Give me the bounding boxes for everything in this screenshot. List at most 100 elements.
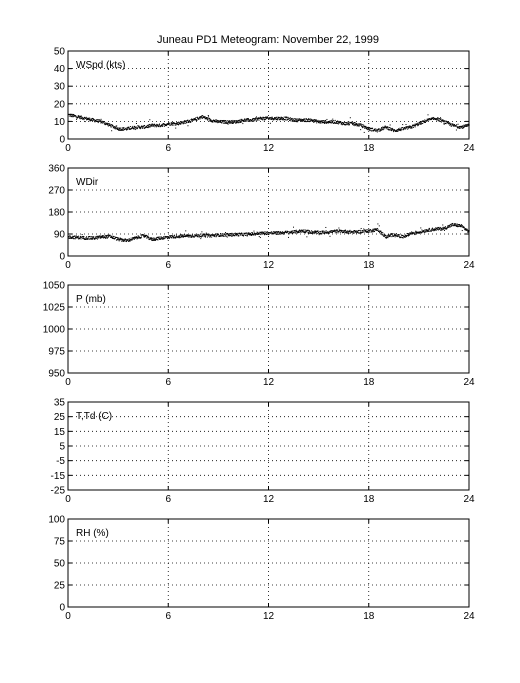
data-point <box>383 128 385 130</box>
data-point <box>186 235 188 237</box>
data-point <box>280 233 282 235</box>
data-point <box>327 232 329 234</box>
data-point <box>81 117 83 119</box>
data-point <box>311 232 313 234</box>
data-point <box>232 235 234 237</box>
data-point <box>122 239 124 241</box>
panel-label: RH (%) <box>76 528 109 539</box>
data-point <box>445 227 447 229</box>
data-point <box>178 121 180 123</box>
data-point <box>259 233 261 235</box>
data-point <box>457 123 459 125</box>
data-point <box>176 122 178 124</box>
data-point <box>170 235 172 237</box>
data-point <box>425 119 427 121</box>
data-point <box>135 122 137 124</box>
data-point <box>152 239 154 241</box>
data-point <box>242 234 244 236</box>
data-point <box>418 122 420 124</box>
data-point <box>423 120 425 122</box>
data-point <box>266 233 268 235</box>
data-point <box>321 122 323 124</box>
data-point <box>335 121 337 123</box>
data-point <box>440 117 442 119</box>
data-point <box>129 238 131 240</box>
data-point <box>467 125 469 127</box>
data-point <box>225 122 227 124</box>
data-point <box>409 125 411 127</box>
data-point <box>146 125 148 127</box>
data-point <box>290 232 292 234</box>
data-point <box>465 124 467 126</box>
data-point <box>369 129 371 131</box>
data-point <box>252 234 254 236</box>
data-point <box>409 232 411 234</box>
data-point <box>83 119 85 121</box>
data-point <box>341 123 343 125</box>
data-point <box>407 128 409 130</box>
data-point <box>379 128 381 130</box>
data-point <box>366 231 368 233</box>
data-point <box>68 235 70 237</box>
data-point <box>222 235 224 237</box>
data-point <box>401 127 403 129</box>
data-point <box>254 118 256 120</box>
data-point <box>166 236 168 238</box>
data-point <box>351 121 353 123</box>
data-point <box>425 229 426 231</box>
data-point <box>303 229 305 231</box>
data-point <box>430 230 432 232</box>
data-point <box>310 232 312 234</box>
data-point <box>405 124 407 126</box>
data-point <box>278 117 280 119</box>
data-point <box>190 121 192 123</box>
data-point <box>145 235 147 237</box>
data-point <box>120 129 122 131</box>
data-point <box>151 125 153 127</box>
data-point <box>467 230 469 232</box>
data-point <box>117 238 119 240</box>
data-point <box>331 232 333 234</box>
data-point <box>125 240 127 242</box>
data-point <box>126 129 128 131</box>
data-point <box>121 239 123 241</box>
data-point <box>341 230 343 232</box>
data-point <box>411 127 413 129</box>
data-point <box>227 233 229 235</box>
data-point <box>104 124 106 126</box>
data-point <box>451 123 453 125</box>
data-point <box>96 238 98 240</box>
data-point <box>76 236 78 238</box>
data-point <box>206 234 208 236</box>
data-point <box>321 120 323 122</box>
data-point <box>260 231 262 233</box>
data-point <box>386 126 388 128</box>
data-point <box>84 237 86 239</box>
data-point <box>134 237 136 239</box>
data-point <box>113 235 115 237</box>
data-point <box>398 235 400 237</box>
data-point <box>86 117 88 119</box>
data-point <box>214 120 216 122</box>
data-point <box>205 233 207 235</box>
data-point <box>70 113 72 115</box>
data-point <box>153 124 155 126</box>
data-point <box>458 225 460 227</box>
data-point <box>375 130 377 132</box>
data-point <box>221 233 223 235</box>
data-point <box>242 119 244 121</box>
data-point <box>383 235 385 237</box>
data-point <box>206 236 208 238</box>
data-point <box>431 118 433 120</box>
data-point <box>353 230 355 232</box>
data-point <box>225 120 227 122</box>
data-point <box>331 120 333 122</box>
data-point <box>303 119 305 121</box>
data-point <box>199 236 201 238</box>
data-point <box>382 126 384 128</box>
data-point <box>334 230 336 232</box>
data-point <box>322 231 324 233</box>
data-point <box>208 234 210 236</box>
x-tick-label: 0 <box>65 377 71 388</box>
data-point <box>249 120 251 122</box>
